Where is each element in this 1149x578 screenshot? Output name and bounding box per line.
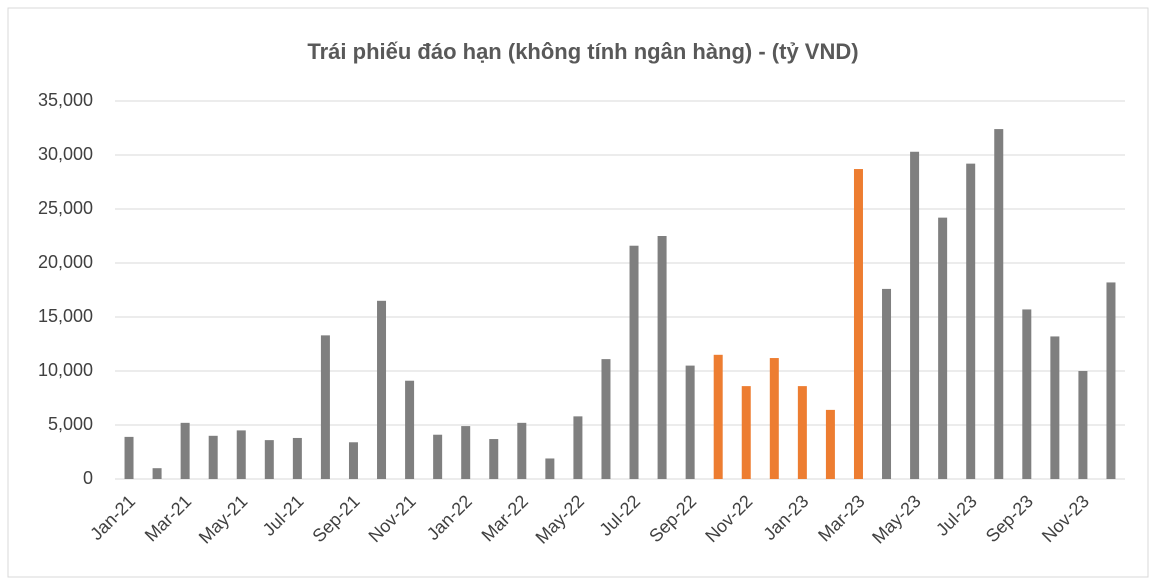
bar [685, 365, 695, 479]
bar [124, 436, 134, 479]
bar [461, 426, 471, 479]
bar [1078, 371, 1088, 479]
y-tick-label: 5,000 [48, 414, 93, 434]
bar [629, 245, 639, 479]
bar [405, 380, 415, 479]
bar [236, 430, 246, 479]
bar [489, 439, 499, 479]
bar [517, 422, 527, 479]
chart-title: Trái phiếu đáo hạn (không tính ngân hàng… [307, 39, 858, 64]
bar [910, 151, 920, 479]
bar [825, 409, 835, 479]
y-tick-label: 10,000 [38, 360, 93, 380]
bar [1106, 282, 1116, 479]
bar [545, 458, 555, 479]
bar [377, 300, 387, 479]
y-tick-label: 0 [83, 468, 93, 488]
bar [657, 236, 667, 479]
y-tick-label: 15,000 [38, 306, 93, 326]
bar [208, 435, 218, 479]
bar [994, 129, 1004, 479]
bar [433, 434, 443, 479]
bar [966, 163, 976, 479]
bar [348, 442, 358, 479]
bar [1050, 336, 1060, 479]
bar [573, 416, 583, 479]
bar [320, 335, 330, 479]
y-tick-label: 25,000 [38, 198, 93, 218]
bar [882, 288, 892, 479]
chart-frame [7, 7, 1149, 578]
bar [152, 468, 162, 479]
bar [713, 354, 723, 479]
bar [601, 359, 611, 479]
bar [741, 386, 751, 479]
bar [1022, 309, 1032, 479]
bar [797, 386, 807, 479]
y-tick-label: 20,000 [38, 252, 93, 272]
bar [853, 169, 863, 480]
bar [264, 440, 274, 479]
bar [938, 217, 948, 479]
y-tick-label: 30,000 [38, 144, 93, 164]
y-tick-label: 35,000 [38, 90, 93, 110]
bar [180, 422, 190, 479]
bar [292, 437, 302, 479]
bar [769, 358, 779, 479]
